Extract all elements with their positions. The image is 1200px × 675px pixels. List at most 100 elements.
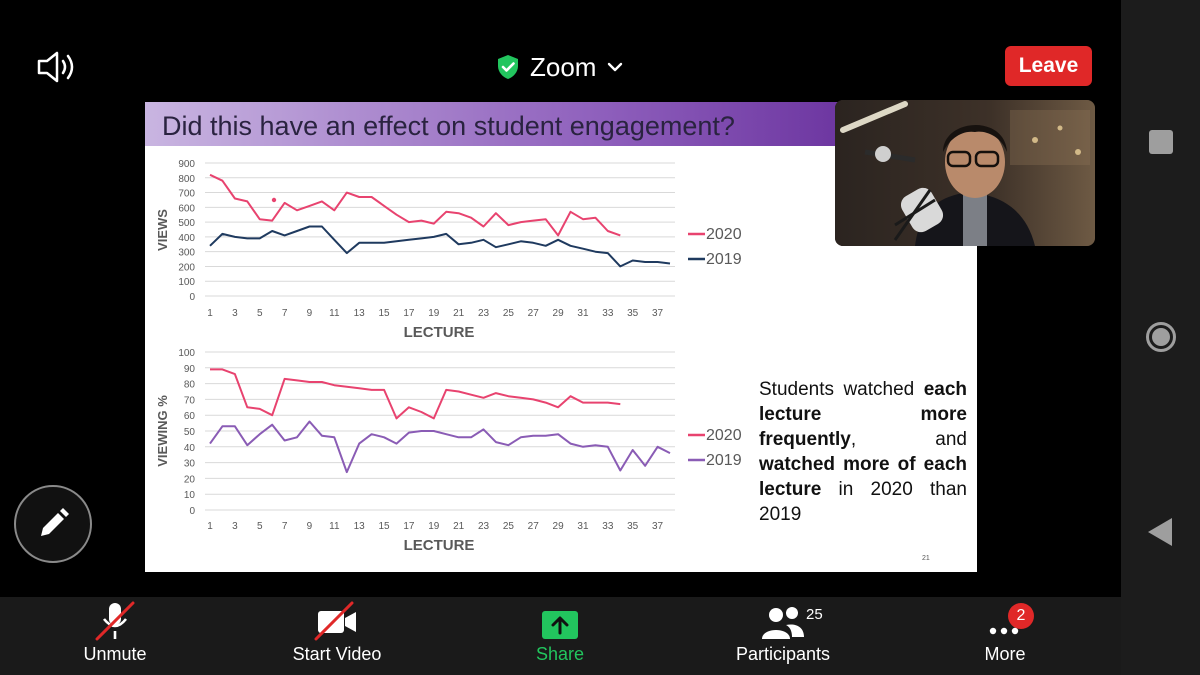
y-tick-label: 40 (184, 443, 196, 454)
x-axis-label: LECTURE (404, 324, 475, 341)
x-tick-label: 5 (257, 521, 263, 532)
y-tick-label: 800 (178, 174, 195, 185)
x-tick-label: 37 (652, 308, 664, 319)
legend-label: 2020 (706, 226, 742, 243)
x-tick-label: 25 (503, 521, 515, 532)
video-camera-off-icon (314, 601, 356, 641)
participants-count: 25 (806, 606, 823, 623)
x-tick-label: 17 (403, 521, 415, 532)
slide-number: 21 (922, 555, 930, 562)
participants-button[interactable]: Participants 25 (728, 597, 838, 675)
x-tick-label: 1 (207, 521, 213, 532)
pencil-icon (41, 508, 69, 536)
y-tick-label: 100 (178, 348, 195, 359)
y-tick-label: 300 (178, 248, 195, 259)
x-tick-label: 9 (307, 308, 313, 319)
x-tick-label: 19 (428, 308, 440, 319)
y-tick-label: 20 (184, 474, 196, 485)
y-tick-label: 200 (178, 262, 195, 273)
y-tick-label: 0 (189, 506, 195, 517)
y-tick-label: 700 (178, 189, 195, 200)
x-tick-label: 35 (627, 521, 639, 532)
y-tick-label: 0 (189, 292, 195, 303)
chevron-down-icon (608, 62, 623, 72)
x-tick-label: 15 (378, 521, 390, 532)
x-tick-label: 31 (577, 521, 589, 532)
x-tick-label: 33 (602, 521, 614, 532)
summary-text-bold: watched more of each lecture (759, 454, 967, 500)
x-tick-label: 13 (354, 308, 366, 319)
x-tick-label: 33 (602, 308, 614, 319)
series-line-2019 (209, 225, 671, 268)
x-tick-label: 27 (528, 308, 540, 319)
y-tick-label: 900 (178, 159, 195, 170)
self-video-tile[interactable] (835, 100, 1095, 246)
legend-label: 2020 (706, 427, 742, 444)
recents-button[interactable] (1149, 130, 1173, 154)
legend-label: 2019 (706, 452, 742, 469)
y-tick-label: 500 (178, 218, 195, 229)
y-axis-label: VIEWING % (155, 395, 170, 467)
start-video-label: Start Video (292, 644, 382, 664)
meeting-title-dropdown[interactable]: Zoom (496, 50, 624, 84)
x-tick-label: 23 (478, 308, 490, 319)
y-tick-label: 600 (178, 203, 195, 214)
x-tick-label: 35 (627, 308, 639, 319)
more-label: More (984, 644, 1026, 664)
x-tick-label: 15 (378, 308, 390, 319)
y-tick-label: 50 (184, 427, 196, 438)
y-tick-label: 60 (184, 411, 196, 422)
y-axis-label: VIEWS (155, 209, 170, 251)
x-tick-label: 7 (282, 521, 288, 532)
start-video-button[interactable]: Start Video (287, 597, 387, 675)
y-tick-label: 30 (184, 459, 196, 470)
legend-label: 2019 (706, 251, 742, 268)
x-tick-label: 37 (652, 521, 664, 532)
x-tick-label: 21 (453, 521, 465, 532)
shield-check-icon (498, 55, 518, 79)
unmute-label: Unmute (83, 644, 147, 664)
x-tick-label: 31 (577, 308, 589, 319)
share-screen-icon (542, 611, 578, 639)
back-button[interactable] (1148, 518, 1172, 546)
y-tick-label: 80 (184, 380, 196, 391)
annotate-pen-button[interactable] (14, 485, 92, 563)
series-line-2020 (210, 368, 621, 420)
more-button[interactable]: More 2 (975, 597, 1035, 675)
speaker-icon[interactable] (36, 50, 80, 84)
y-tick-label: 10 (184, 490, 196, 501)
y-tick-label: 70 (184, 395, 196, 406)
summary-text-part: Students watched (759, 379, 924, 400)
x-tick-label: 19 (428, 521, 440, 532)
x-tick-label: 7 (282, 308, 288, 319)
x-tick-label: 23 (478, 521, 490, 532)
microphone-muted-icon (95, 601, 135, 641)
share-button[interactable]: Share (520, 597, 600, 675)
participants-icon (762, 607, 804, 639)
y-tick-label: 400 (178, 233, 195, 244)
x-tick-label: 13 (354, 521, 366, 532)
android-nav-bar (1121, 0, 1200, 675)
meeting-title: Zoom (530, 51, 597, 82)
x-tick-label: 25 (503, 308, 515, 319)
y-tick-label: 90 (184, 364, 196, 375)
x-tick-label: 27 (528, 521, 540, 532)
video-feed (835, 100, 1095, 246)
x-tick-label: 21 (453, 308, 465, 319)
x-tick-label: 29 (553, 308, 565, 319)
x-tick-label: 3 (232, 521, 238, 532)
x-tick-label: 17 (403, 308, 415, 319)
unmute-button[interactable]: Unmute (72, 597, 158, 675)
slide-title: Did this have an effect on student engag… (162, 111, 735, 141)
series-line-2020 (209, 173, 621, 237)
meeting-top-bar: Zoom Leave (0, 0, 1121, 96)
x-tick-label: 29 (553, 521, 565, 532)
leave-button[interactable]: Leave (1005, 46, 1092, 86)
more-dots-icon (989, 627, 1019, 635)
home-button[interactable] (1146, 322, 1176, 352)
x-tick-label: 1 (207, 308, 213, 319)
x-tick-label: 3 (232, 308, 238, 319)
participants-label: Participants (735, 644, 831, 664)
series-line-2019 (209, 420, 671, 474)
x-tick-label: 9 (307, 521, 313, 532)
